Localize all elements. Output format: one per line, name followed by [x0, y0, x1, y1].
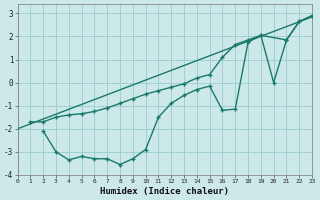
- X-axis label: Humidex (Indice chaleur): Humidex (Indice chaleur): [100, 187, 229, 196]
